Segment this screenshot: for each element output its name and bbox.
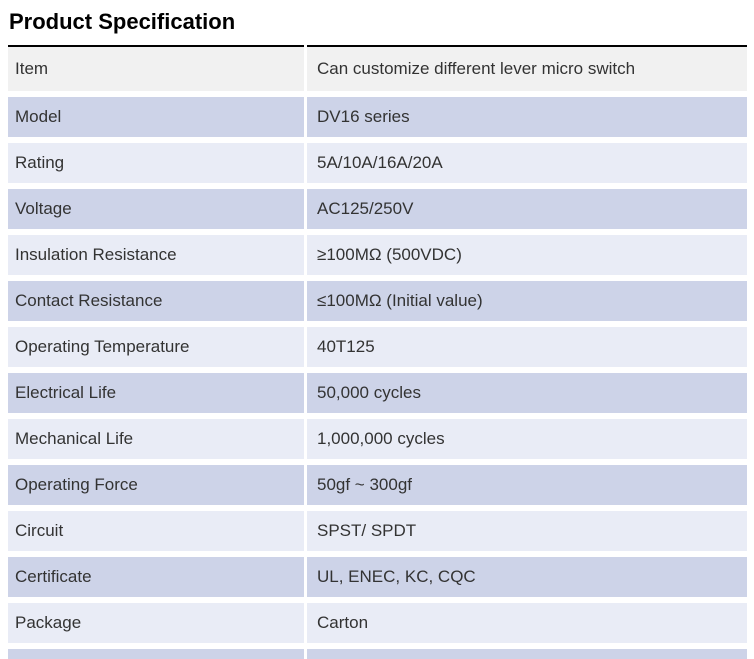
table-row: Model DV16 series: [8, 97, 747, 138]
spec-label-cell: [8, 649, 304, 659]
spec-label-cell: Contact Resistance: [8, 281, 304, 322]
spec-value-cell: ≤100MΩ (Initial value): [307, 281, 747, 322]
spec-label-cell: Operating Force: [8, 465, 304, 506]
spec-label-cell: Voltage: [8, 189, 304, 230]
spec-value-cell: UL, ENEC, KC, CQC: [307, 557, 747, 598]
spec-label-cell: Package: [8, 603, 304, 644]
table-row: Voltage AC125/250V: [8, 189, 747, 230]
spec-value-cell: [307, 649, 747, 659]
spec-label-cell: Operating Temperature: [8, 327, 304, 368]
table-row: Circuit SPST/ SPDT: [8, 511, 747, 552]
product-spec-table: Item Can customize different lever micro …: [8, 45, 747, 659]
table-row: Operating Temperature 40T125: [8, 327, 747, 368]
spec-label-cell: Certificate: [8, 557, 304, 598]
table-row: Mechanical Life 1,000,000 cycles: [8, 419, 747, 460]
table-row: Insulation Resistance ≥100MΩ (500VDC): [8, 235, 747, 276]
spec-label-cell: Electrical Life: [8, 373, 304, 414]
spec-label-cell: Mechanical Life: [8, 419, 304, 460]
table-row-cutoff: [8, 649, 747, 659]
spec-label-cell: Insulation Resistance: [8, 235, 304, 276]
spec-value-cell: 5A/10A/16A/20A: [307, 143, 747, 184]
table-row: Package Carton: [8, 603, 747, 644]
spec-value-cell: ≥100MΩ (500VDC): [307, 235, 747, 276]
spec-value-cell: 50gf ~ 300gf: [307, 465, 747, 506]
spec-label-cell: Circuit: [8, 511, 304, 552]
table-row: Operating Force 50gf ~ 300gf: [8, 465, 747, 506]
spec-value-cell: 40T125: [307, 327, 747, 368]
spec-label-cell: Rating: [8, 143, 304, 184]
page-title: Product Specification: [9, 9, 236, 34]
spec-label-cell: Item: [8, 45, 304, 92]
table-row: Electrical Life 50,000 cycles: [8, 373, 747, 414]
spec-value-cell: AC125/250V: [307, 189, 747, 230]
spec-value-cell: Carton: [307, 603, 747, 644]
spec-value-cell: Can customize different lever micro swit…: [307, 45, 747, 92]
spec-value-cell: 1,000,000 cycles: [307, 419, 747, 460]
spec-value-cell: SPST/ SPDT: [307, 511, 747, 552]
table-row: Rating 5A/10A/16A/20A: [8, 143, 747, 184]
spec-value-cell: DV16 series: [307, 97, 747, 138]
spec-label-cell: Model: [8, 97, 304, 138]
table-row: Item Can customize different lever micro …: [8, 45, 747, 92]
table-row: Certificate UL, ENEC, KC, CQC: [8, 557, 747, 598]
table-row: Contact Resistance ≤100MΩ (Initial value): [8, 281, 747, 322]
spec-value-cell: 50,000 cycles: [307, 373, 747, 414]
